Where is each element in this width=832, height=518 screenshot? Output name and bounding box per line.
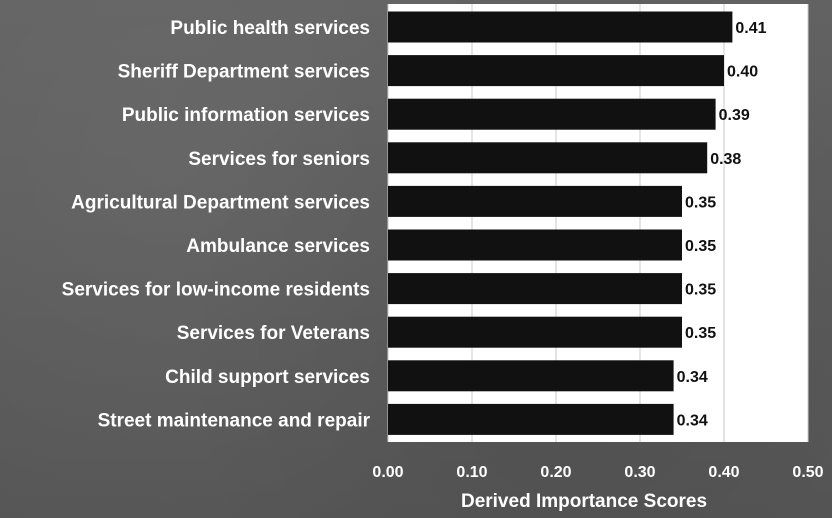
category-label: Agricultural Department services: [71, 192, 370, 213]
bar: [388, 11, 733, 43]
category-label: Ambulance services: [186, 236, 370, 257]
value-label: 0.35: [685, 238, 716, 255]
category-label: Services for Veterans: [177, 323, 370, 344]
bar: [388, 55, 724, 87]
bar: [388, 142, 708, 174]
value-label: 0.40: [727, 64, 758, 81]
bar: [388, 273, 682, 305]
value-label: 0.35: [685, 194, 716, 211]
x-tick-label: 0.20: [540, 464, 571, 481]
bar: [388, 98, 716, 130]
x-tick-label: 0.10: [456, 464, 487, 481]
bar: [388, 229, 682, 261]
bar: [388, 316, 682, 348]
value-label: 0.38: [710, 151, 741, 168]
value-label: 0.35: [685, 282, 716, 299]
value-labels: 0.41 0.40 0.39 0.38 0.35 0.35 0.35 0.35 0.34 0.34: [677, 20, 767, 429]
category-labels: Public health services Sheriff Department…: [62, 18, 371, 431]
x-tick-label: 0.30: [624, 464, 655, 481]
category-label: Street maintenance and repair: [98, 410, 371, 431]
category-label: Public health services: [170, 18, 370, 39]
value-label: 0.34: [677, 412, 708, 429]
x-tick-label: 0.50: [792, 464, 823, 481]
category-label: Services for seniors: [188, 149, 370, 170]
value-label: 0.35: [685, 325, 716, 342]
value-label: 0.39: [719, 107, 750, 124]
bar: [388, 360, 674, 392]
category-label: Sheriff Department services: [118, 62, 370, 83]
bar: [388, 403, 674, 435]
x-tick-label: 0.00: [372, 464, 403, 481]
value-label: 0.41: [735, 20, 766, 37]
category-label: Services for low-income residents: [62, 280, 370, 301]
bars: [388, 11, 733, 435]
value-label: 0.34: [677, 369, 708, 386]
x-tick-label: 0.40: [708, 464, 739, 481]
category-label: Child support services: [165, 367, 370, 388]
x-axis-title: Derived Importance Scores: [461, 491, 707, 512]
category-label: Public information services: [122, 105, 370, 126]
bar: [388, 185, 682, 217]
x-tick-labels: 0.00 0.10 0.20 0.30 0.40 0.50: [372, 464, 823, 481]
